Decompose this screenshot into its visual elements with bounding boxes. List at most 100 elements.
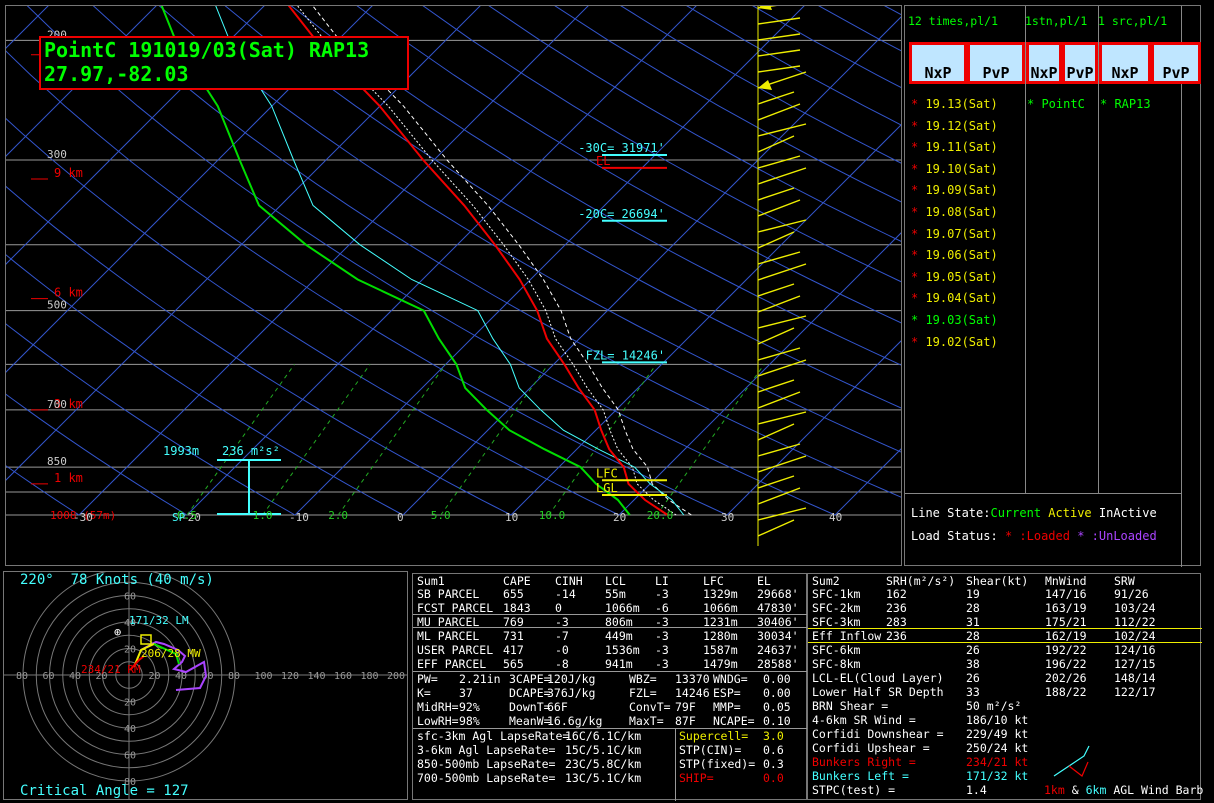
- thermo-row: MidRH= 92% DownT= 66F ConvT= 79F MMP= 0.05: [413, 700, 806, 714]
- wind-barb: [757, 135, 795, 153]
- times-next-button[interactable]: NxP: [909, 42, 967, 84]
- time-item[interactable]: * 19.10(Sat): [911, 162, 998, 176]
- kinematic-row: STPC(test) = 1.4: [808, 783, 1200, 797]
- time-item[interactable]: * 19.07(Sat): [911, 227, 998, 241]
- shear-row-cell: SFC-6km: [812, 643, 861, 657]
- mixing-ratio-line: [262, 364, 371, 516]
- hodo-x-label: 40: [69, 671, 81, 682]
- temperature-tick: 40: [829, 511, 842, 524]
- pressure-label: 300: [47, 148, 67, 161]
- station-item[interactable]: * PointC: [1027, 97, 1085, 111]
- sounding-location: 27.97,-82.03: [44, 62, 189, 86]
- dry-adiabat-line: [610, 0, 1214, 305]
- composite-row: STP(fixed)= 0.3: [413, 757, 806, 771]
- thermo-row-cell: LowRH=: [417, 714, 459, 728]
- level-label: LFC: [596, 466, 618, 480]
- parcel-row-cell: 1843: [503, 601, 531, 615]
- isotherm-line: [294, 0, 811, 516]
- surface-height-label: 1008 (57m): [50, 509, 116, 522]
- shear-row-cell: 147/16: [1045, 587, 1087, 601]
- lapse-row-cell: sfc-3km Agl LapseRate=: [417, 729, 570, 743]
- parcel-row-cell: 47830': [757, 601, 799, 615]
- wind-barb: [757, 283, 795, 297]
- hodograph-panel[interactable]: 80 60 40 20 20 40 60 80 100 120 140 160 180 200 60 40 20…: [3, 568, 408, 800]
- mixing-ratio-label: 0.5: [177, 509, 197, 522]
- skewt-panel[interactable]: -30C= 31971' EL -20C= 26694' FZL= 14246' LFC…: [0, 0, 1214, 566]
- hodo-x-label: 200: [387, 671, 405, 682]
- hodo-y-label: 60: [124, 751, 136, 762]
- kinematic-row-cell: BRN Shear =: [812, 699, 889, 713]
- wind-barb-flag: [758, 80, 772, 90]
- mixing-ratio-label: 10.0: [539, 509, 566, 522]
- wind-barb-mini-hodograph: [1053, 745, 1090, 777]
- station-prev-button[interactable]: PvP: [1062, 42, 1098, 84]
- line-state-active[interactable]: Active: [1048, 506, 1092, 520]
- kinematic-summary-panel: Sum2 SRH(m²/s²) Shear(kt) MnWind SRW SFC-1km 1…: [807, 573, 1203, 800]
- isotherm-line: [726, 27, 1214, 516]
- hodo-y-label: 60: [124, 592, 136, 603]
- left-mover-icon: ⊕: [114, 625, 121, 639]
- isotherm-line: [0, 0, 271, 271]
- time-item[interactable]: * 19.06(Sat): [911, 248, 998, 262]
- station-next-button[interactable]: NxP: [1026, 42, 1062, 84]
- wind-barb: [757, 391, 801, 409]
- hodograph[interactable]: 80 60 40 20 20 40 60 80 100 120 140 160 180 200 60 40 20…: [4, 568, 407, 799]
- thermo-row-cell: 66F: [547, 700, 568, 714]
- shear-row: SFC-3km 283 31 175/21 112/22: [808, 615, 1200, 629]
- isotherm-line: [0, 0, 487, 487]
- thermo-row-cell: DCAPE=: [509, 686, 551, 700]
- thermo-row-cell: 16.6g/kg: [547, 714, 603, 728]
- mini-barb-6km: [1053, 745, 1090, 777]
- lapse-row-cell: 3-6km Agl LapseRate=: [417, 743, 556, 757]
- temperature-tick: 20: [613, 511, 626, 524]
- composite-row-cell: 0.3: [763, 757, 784, 771]
- thermo-row-cell: 2.21in: [459, 672, 501, 686]
- isotherm-line: [0, 0, 379, 379]
- time-item-label: 19.05(Sat): [925, 269, 998, 284]
- parcel-row: EFF PARCEL 565 -8 941m -3 1479m 28588': [413, 657, 806, 671]
- wind-barb: [757, 263, 807, 281]
- critical-angle: Critical Angle = 127: [20, 783, 189, 799]
- pressure-label: 850: [47, 455, 67, 468]
- time-item[interactable]: * 19.13(Sat): [911, 97, 998, 111]
- time-item[interactable]: * 19.05(Sat): [911, 270, 998, 284]
- shear-row: LCL-EL(Cloud Layer) 26 202/26 148/14: [808, 671, 1200, 685]
- kinematic-row-cell: Corfidi Upshear =: [812, 741, 930, 755]
- time-item[interactable]: * 19.02(Sat): [911, 335, 998, 349]
- hodo-x-label: 40: [175, 671, 187, 682]
- times-prev-button[interactable]: PvP: [967, 42, 1025, 84]
- shear-row-cell: SFC-8km: [812, 657, 861, 671]
- mixing-ratio-label: 5.0: [431, 509, 451, 522]
- source-prev-button[interactable]: PvP: [1151, 42, 1201, 84]
- line-state-current[interactable]: Current: [990, 506, 1042, 520]
- shear-row-cell: Lower Half SR Depth: [812, 685, 944, 699]
- time-item-marker: *: [911, 161, 926, 176]
- kinematic-row: Corfidi Upshear = 250/24 kt: [808, 741, 1200, 755]
- source-item[interactable]: * RAP13: [1100, 97, 1151, 111]
- skewt-diagram[interactable]: -30C= 31971'EL -20C= 26694' FZL= 14246' LFC…: [0, 0, 1214, 565]
- wind-barb: [757, 423, 795, 441]
- time-item[interactable]: * 19.04(Sat): [911, 291, 998, 305]
- composite-row-cell: Supercell=: [679, 729, 749, 743]
- time-item[interactable]: * 19.08(Sat): [911, 205, 998, 219]
- parcel-row-cell: 29668': [757, 587, 799, 601]
- time-item[interactable]: * 19.11(Sat): [911, 140, 998, 154]
- temperature-tick: -30: [73, 511, 93, 524]
- time-item[interactable]: * 19.12(Sat): [911, 119, 998, 133]
- time-item[interactable]: * 19.09(Sat): [911, 183, 998, 197]
- line-state-inactive[interactable]: InActive: [1098, 506, 1157, 520]
- wind-barb: [757, 65, 801, 73]
- source-next-button[interactable]: NxP: [1099, 42, 1151, 84]
- level-label: -30C= 31971': [578, 141, 665, 155]
- time-item-label: 19.13(Sat): [925, 97, 998, 111]
- isotherm-line: [510, 0, 1027, 516]
- times-header: 12 times,pl/1: [908, 14, 999, 28]
- time-item[interactable]: * 19.03(Sat): [911, 313, 998, 327]
- mean-wind-label: 206/28 MW: [141, 647, 201, 660]
- hodo-trace-sfc: [129, 655, 145, 671]
- unloaded-legend: :UnLoaded: [1091, 529, 1157, 543]
- hodo-y-label: 20: [124, 698, 136, 709]
- parcel-row-cell: MU PARCEL: [417, 615, 480, 629]
- wind-barb: [757, 487, 801, 505]
- time-item-marker: *: [911, 183, 926, 198]
